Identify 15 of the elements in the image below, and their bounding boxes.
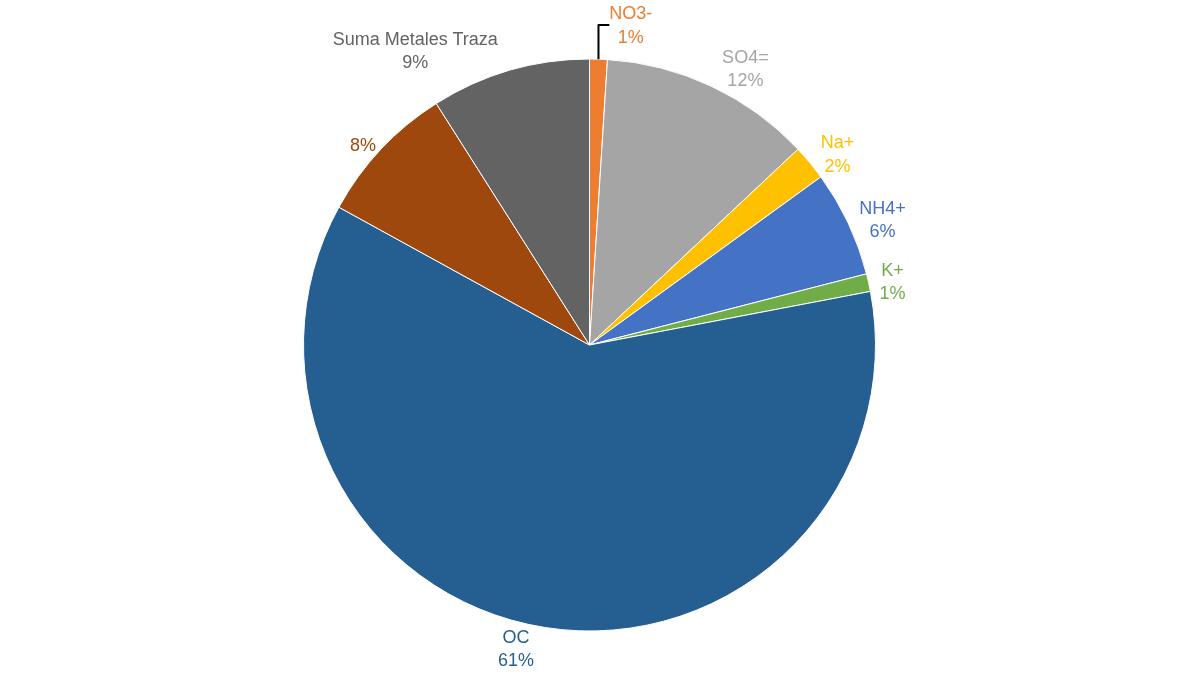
data-label: 6%	[869, 220, 896, 241]
data-label: 12%	[727, 70, 764, 91]
data-label: 9%	[402, 52, 429, 73]
data-label: 1%	[879, 283, 906, 304]
data-label: 61%	[497, 650, 534, 671]
slice-label: K+	[881, 259, 904, 280]
slice-label: NO3-	[609, 3, 653, 24]
slice-label: Suma Metales Traza	[332, 28, 499, 49]
slice-label: Na+	[820, 132, 855, 153]
data-label: 8%	[350, 134, 377, 155]
slice-label: SO4=	[722, 46, 769, 67]
slice-label: OC	[502, 626, 530, 647]
data-label: 2%	[824, 155, 851, 176]
slice-label: NH4+	[859, 197, 906, 218]
data-label: 1%	[617, 26, 644, 47]
